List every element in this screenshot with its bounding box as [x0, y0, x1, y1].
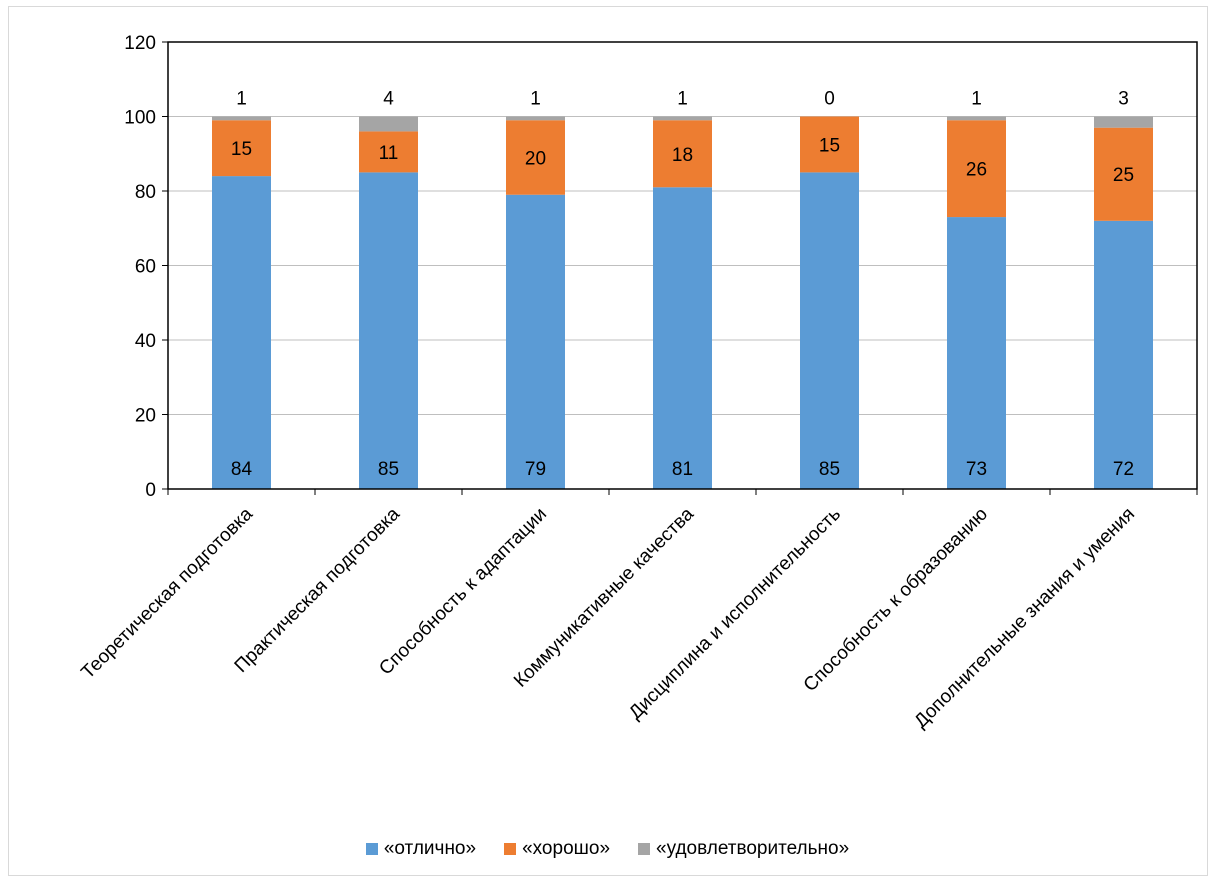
bar-segment	[506, 194, 565, 489]
y-tick-label: 120	[124, 33, 156, 54]
bar-segment	[212, 116, 271, 121]
legend-swatch-excellent	[365, 843, 378, 855]
bar-segment	[653, 187, 712, 489]
bar-segment	[1094, 220, 1153, 490]
bar-segment	[506, 116, 565, 121]
bar-segment	[947, 217, 1006, 489]
legend-item-excellent: «отлично»	[365, 838, 477, 860]
data-label: 73	[966, 459, 987, 480]
bar-segment	[800, 172, 859, 489]
legend-item-satisfactory: «удовлетворительно»	[638, 838, 849, 860]
y-tick-label: 20	[135, 406, 156, 427]
bar-segment	[653, 116, 712, 121]
x-category-label: Теоретическая подготовка	[77, 503, 257, 683]
data-label: 18	[672, 145, 693, 166]
legend-item-good: «хорошо»	[504, 838, 610, 860]
data-label: 85	[819, 459, 840, 480]
legend-label-excellent: «отлично»	[383, 838, 477, 859]
legend-label-satisfactory: «удовлетворительно»	[656, 838, 850, 859]
bar-segment	[653, 120, 712, 188]
data-label: 85	[378, 459, 399, 480]
data-label: 1	[530, 89, 541, 110]
data-label: 1	[677, 89, 688, 110]
chart-legend: «отлично» «хорошо» «удовлетворительно»	[0, 838, 1215, 860]
bar-segment	[359, 172, 418, 489]
x-category-label: Практическая подготовка	[231, 503, 405, 677]
y-tick-label: 40	[135, 331, 156, 352]
y-tick-label: 0	[145, 480, 156, 501]
data-label: 72	[1113, 459, 1134, 480]
data-label: 84	[231, 459, 253, 480]
data-label: 1	[236, 89, 247, 110]
bar-segment	[212, 176, 271, 489]
bar-segment	[1094, 116, 1153, 128]
bar-segment	[947, 116, 1006, 121]
data-label: 79	[525, 459, 546, 480]
data-label: 15	[231, 139, 252, 160]
data-label: 1	[971, 89, 982, 110]
chart-frame	[8, 6, 1208, 876]
y-tick-label: 60	[135, 257, 156, 278]
data-label: 15	[819, 135, 840, 156]
bar-segment	[359, 131, 418, 173]
data-label: 20	[525, 148, 546, 169]
data-label: 3	[1118, 89, 1129, 110]
legend-swatch-good	[504, 843, 517, 855]
plot-area-border	[167, 41, 1198, 490]
data-label: 26	[966, 160, 987, 181]
legend-swatch-satisfactory	[638, 843, 651, 855]
bar-segment	[212, 120, 271, 177]
y-tick-label: 80	[135, 182, 156, 203]
bar-segment	[1094, 127, 1153, 221]
data-label: 4	[383, 89, 394, 110]
bar-segment	[800, 116, 859, 173]
y-tick-label: 100	[124, 108, 156, 129]
bar-segment	[506, 120, 565, 195]
data-label: 81	[672, 459, 693, 480]
x-category-label: Способность к адаптации	[375, 504, 551, 680]
legend-label-good: «хорошо»	[522, 838, 611, 859]
bar-segment	[947, 120, 1006, 218]
data-label: 11	[379, 143, 399, 164]
data-label: 0	[824, 89, 835, 110]
bar-segment	[359, 116, 418, 132]
data-label: 25	[1113, 165, 1134, 186]
